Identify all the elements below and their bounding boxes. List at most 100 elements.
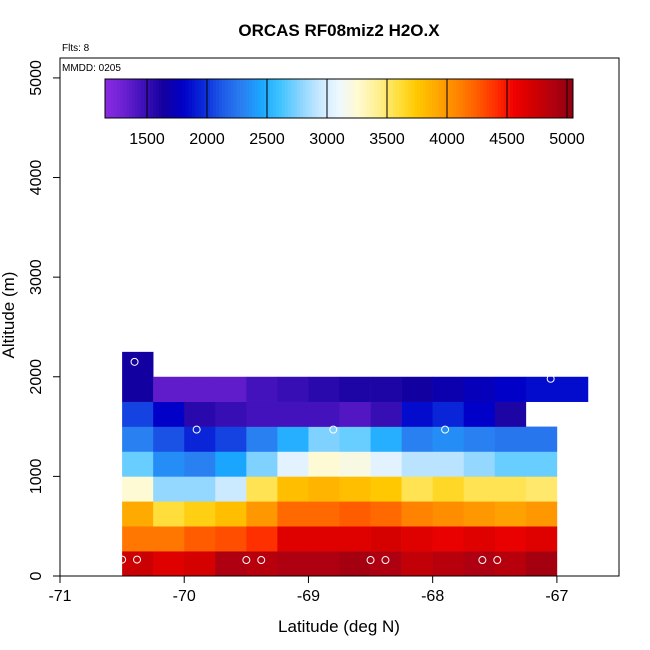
observation-point (478, 556, 487, 565)
heatmap-cell (525, 476, 558, 502)
colorbar-segment (129, 79, 133, 118)
colorbar-segment (564, 79, 568, 118)
colorbar-segment (309, 79, 313, 118)
heatmap-cell (122, 476, 154, 502)
colorbar-segment (219, 79, 223, 118)
colorbar-segment (255, 79, 259, 118)
colorbar-segment (525, 79, 529, 118)
colorbar-segment (111, 79, 115, 118)
heatmap-cell (308, 426, 340, 452)
colorbar-segment (114, 79, 118, 118)
colorbar-segment (441, 79, 445, 118)
heatmap-cell (122, 401, 154, 427)
heatmap-cell (215, 426, 247, 452)
heatmap-cell (370, 476, 402, 502)
colorbar-segment (510, 79, 514, 118)
heatmap-cell (463, 526, 496, 552)
colorbar-tick-label: 1500 (129, 131, 165, 148)
colorbar-segment (120, 79, 124, 118)
colorbar-segment (312, 79, 316, 118)
colorbar-segment (249, 79, 253, 118)
colorbar-segment (555, 79, 559, 118)
colorbar-segment (168, 79, 172, 118)
colorbar-segment (192, 79, 196, 118)
heatmap-cell (339, 401, 371, 427)
heatmap-cell (184, 376, 216, 402)
heatmap-cell (432, 551, 465, 577)
colorbar-segment (411, 79, 415, 118)
heatmap-cell (215, 501, 247, 527)
heatmap-cell (153, 426, 185, 452)
colorbar-segment (501, 79, 505, 118)
heatmap-cell (494, 551, 527, 577)
heatmap-cell (308, 551, 340, 577)
heatmap-cell (432, 526, 465, 552)
heatmap-cell (401, 551, 433, 577)
colorbar-segment (234, 79, 238, 118)
colorbar-tick-label: 3000 (309, 131, 345, 148)
heatmap-cell (401, 376, 433, 402)
colorbar-segment (174, 79, 178, 118)
colorbar-segment (321, 79, 325, 118)
heatmap-cell (339, 526, 371, 552)
colorbar-segment (435, 79, 439, 118)
colorbar-segment (273, 79, 277, 118)
heatmap-cell (401, 476, 433, 502)
heatmap-cell (494, 426, 527, 452)
colorbar-segment (531, 79, 535, 118)
heatmap-cell (122, 526, 154, 552)
colorbar-segment (282, 79, 286, 118)
colorbar-segment (540, 79, 544, 118)
colorbar-segment (330, 79, 334, 118)
heatmap-cell (246, 401, 278, 427)
colorbar-segment (363, 79, 367, 118)
colorbar-segment (246, 79, 250, 118)
colorbar-segment (414, 79, 418, 118)
colorbar-segment (423, 79, 427, 118)
colorbar-segment (429, 79, 433, 118)
colorbar-segment (147, 79, 151, 118)
colorbar-segment (327, 79, 331, 118)
colorbar-segment (318, 79, 322, 118)
colorbar-segment (375, 79, 379, 118)
colorbar-segment (432, 79, 436, 118)
colorbar-segment (462, 79, 466, 118)
colorbar-segment (210, 79, 214, 118)
heatmap-cell (494, 376, 527, 402)
heatmap-cell (122, 501, 154, 527)
colorbar-segment (201, 79, 205, 118)
colorbar-segment (105, 79, 109, 118)
colorbar-segment (543, 79, 547, 118)
colorbar-segment (513, 79, 517, 118)
heatmap-cell (339, 426, 371, 452)
colorbar-segment (552, 79, 556, 118)
colorbar-segment (537, 79, 541, 118)
heatmap-cell (370, 401, 402, 427)
colorbar-segment (207, 79, 211, 118)
colorbar-segment (180, 79, 184, 118)
heatmap-cell (432, 501, 465, 527)
colorbar-segment (165, 79, 169, 118)
x-tick-label: -71 (48, 588, 71, 605)
x-tick-label: -69 (297, 588, 320, 605)
colorbar-segment (333, 79, 337, 118)
heatmap-cell (432, 451, 465, 477)
heatmap-cell (339, 376, 371, 402)
heatmap-cell (525, 426, 558, 452)
heatmap-cell (215, 401, 247, 427)
heatmap-cell (463, 551, 496, 577)
colorbar-segment (144, 79, 148, 118)
heatmap-cell (401, 526, 433, 552)
colorbar-segment (477, 79, 481, 118)
colorbar-segment (399, 79, 403, 118)
heatmap-cell (153, 551, 185, 577)
colorbar-segment (213, 79, 217, 118)
heatmap-cells (122, 351, 589, 577)
heatmap-cell (153, 476, 185, 502)
heatmap-cell (463, 451, 496, 477)
heatmap-cell (339, 551, 371, 577)
colorbar-segment (336, 79, 340, 118)
colorbar-segment (264, 79, 268, 118)
colorbar-segment (303, 79, 307, 118)
heatmap-cell (525, 526, 558, 552)
